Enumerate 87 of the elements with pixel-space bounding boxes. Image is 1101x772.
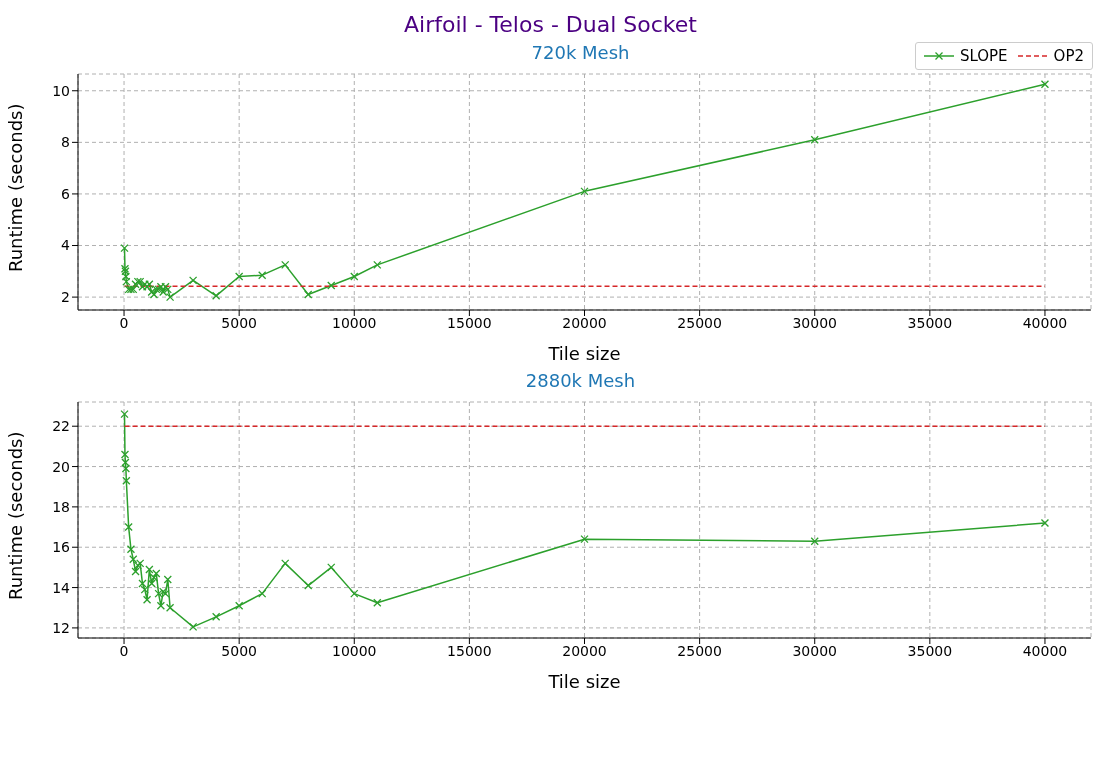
point: [373, 598, 382, 607]
point: [126, 285, 136, 294]
point: [1040, 80, 1050, 89]
x-axis-title: Tile size: [547, 343, 621, 364]
point: [121, 267, 130, 276]
point: [145, 565, 154, 574]
y-tick-label: 14: [52, 579, 71, 596]
point: [211, 291, 221, 300]
point: [142, 595, 152, 604]
x-tick-label: 40000: [1022, 314, 1068, 331]
legend-label: SLOPE: [959, 47, 1008, 65]
point: [133, 561, 143, 570]
y-tick-label: 10: [52, 82, 70, 99]
x-tick-label: 15000: [447, 642, 492, 659]
y-tick-label: 8: [61, 134, 70, 151]
point: [327, 563, 336, 572]
x-tick-label: 25000: [677, 314, 722, 331]
point: [580, 535, 589, 544]
x-tick-label: 5000: [221, 314, 257, 331]
point: [304, 581, 313, 590]
point: [281, 559, 290, 568]
point: [810, 135, 819, 144]
legend-label: OP2: [1053, 47, 1084, 65]
point: [327, 281, 336, 290]
x-tick-label: 35000: [907, 314, 953, 331]
y-tick-label: 22: [52, 418, 70, 435]
y-tick-label: 18: [52, 498, 70, 515]
x-tick-label: 0: [119, 314, 129, 331]
x-tick-label: 20000: [562, 642, 607, 659]
y-tick-label: 2: [61, 289, 70, 306]
x-tick-label: 35000: [907, 642, 953, 659]
x-axis-title: Tile size: [547, 671, 621, 692]
x-tick-label: 10000: [332, 314, 377, 331]
point: [211, 612, 221, 621]
point: [140, 585, 149, 594]
point: [121, 272, 131, 281]
chart-subtitle: 2880k Mesh: [524, 370, 637, 391]
y-axis-title: Runtime (seconds): [5, 431, 27, 600]
point: [120, 264, 130, 273]
x-tick-label: 5000: [221, 642, 257, 659]
point: [810, 537, 819, 546]
point: [350, 589, 359, 598]
point: [121, 458, 130, 467]
point: [120, 243, 129, 253]
chart-title: Airfoil - Telos - Dual Socket: [403, 11, 698, 39]
point: [304, 290, 313, 299]
x-tick-label: 10000: [332, 642, 377, 659]
point: [258, 271, 267, 280]
point: [120, 450, 130, 459]
point: [129, 555, 138, 564]
y-axis-title: Runtime (seconds): [5, 103, 27, 272]
y-tick-label: 12: [52, 619, 70, 636]
point: [281, 260, 290, 270]
y-tick-label: 4: [61, 237, 71, 254]
point: [122, 277, 131, 286]
x-tick-label: 15000: [447, 314, 492, 331]
y-tick-label: 16: [52, 539, 71, 556]
x-tick-label: 30000: [792, 642, 837, 659]
point: [258, 589, 267, 598]
point: [124, 522, 133, 532]
point: [136, 277, 145, 286]
point: [188, 276, 198, 285]
point: [149, 573, 159, 582]
x-tick-label: 20000: [562, 314, 607, 331]
point: [131, 567, 140, 576]
x-tick-label: 30000: [792, 314, 837, 331]
point: [136, 559, 145, 568]
chart-subtitle: 720k Mesh: [531, 42, 630, 63]
point: [120, 409, 129, 419]
point: [235, 272, 244, 281]
point: [122, 476, 131, 485]
point: [350, 272, 359, 281]
point: [121, 464, 131, 473]
y-tick-label: 6: [61, 185, 71, 202]
point: [163, 575, 172, 584]
x-tick-label: 25000: [677, 642, 722, 659]
point: [152, 569, 161, 578]
point: [126, 545, 136, 554]
point: [165, 292, 175, 302]
x-tick-label: 0: [119, 642, 129, 659]
point: [235, 601, 244, 610]
point: [1040, 518, 1050, 528]
x-tick-label: 40000: [1022, 642, 1068, 659]
y-tick-label: 20: [52, 458, 70, 475]
point: [373, 260, 382, 270]
point: [188, 622, 198, 632]
point: [580, 187, 589, 196]
